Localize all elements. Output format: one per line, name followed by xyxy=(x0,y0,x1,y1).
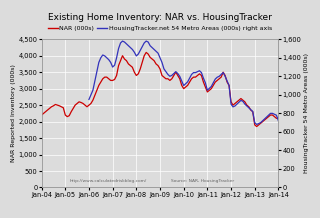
Y-axis label: HousingTracker 54 Metro Areas (000s): HousingTracker 54 Metro Areas (000s) xyxy=(304,53,309,173)
Legend: NAR (000s), HousingTracker.net 54 Metro Areas (000s) right axis: NAR (000s), HousingTracker.net 54 Metro … xyxy=(46,23,274,34)
Y-axis label: NAR Reported Inventory (000s): NAR Reported Inventory (000s) xyxy=(11,65,16,162)
Title: Existing Home Inventory: NAR vs. HousingTracker: Existing Home Inventory: NAR vs. Housing… xyxy=(48,13,272,22)
Text: http://www.calculatedriskblog.com/: http://www.calculatedriskblog.com/ xyxy=(69,179,147,183)
Text: Source: NAR, HousingTracker: Source: NAR, HousingTracker xyxy=(171,179,234,183)
